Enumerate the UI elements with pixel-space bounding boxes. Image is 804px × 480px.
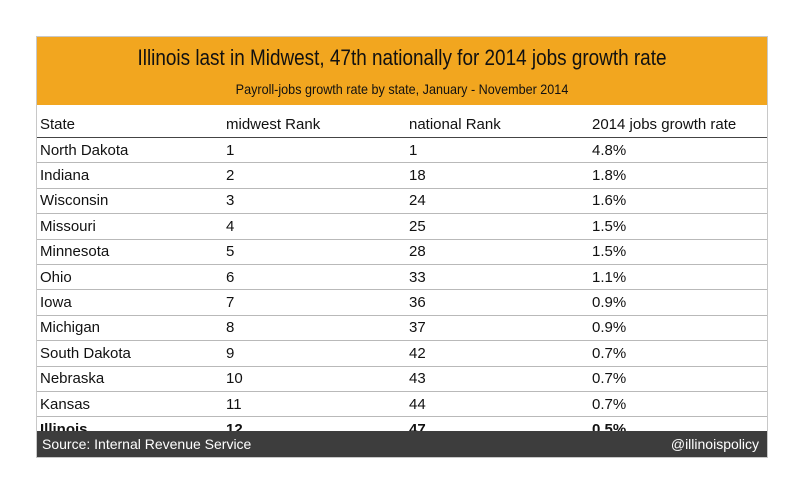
state-cell: Indiana bbox=[37, 162, 223, 189]
data-table: State midwest Rank national Rank 2014 jo… bbox=[37, 111, 767, 442]
national-rank-cell: 44 bbox=[406, 391, 589, 418]
table-row: Michigan 8 37 0.9% bbox=[37, 315, 767, 342]
growth-rate-cell: 1.5% bbox=[589, 239, 767, 265]
national-rank-cell: 36 bbox=[406, 289, 589, 316]
growth-rate-cell: 0.9% bbox=[589, 315, 767, 342]
chart-title: Illinois last in Midwest, 47th nationall… bbox=[137, 45, 667, 70]
growth-rate-cell: 4.8% bbox=[589, 137, 767, 164]
national-rank-cell: 1 bbox=[406, 137, 589, 164]
table-row: Minnesota 5 28 1.5% bbox=[37, 239, 767, 265]
midwest-rank-cell: 1 bbox=[223, 137, 406, 164]
title-banner: Illinois last in Midwest, 47th nationall… bbox=[37, 37, 767, 105]
chart-card: Illinois last in Midwest, 47th nationall… bbox=[36, 36, 768, 458]
midwest-rank-cell: 8 bbox=[223, 315, 406, 342]
growth-rate-cell: 1.6% bbox=[589, 188, 767, 215]
state-cell: Michigan bbox=[37, 315, 223, 342]
table-body: North Dakota 1 1 4.8% Indiana 2 18 1.8% Wisconsi… bbox=[37, 137, 767, 442]
midwest-rank-cell: 5 bbox=[223, 239, 406, 265]
national-rank-cell: 43 bbox=[406, 366, 589, 392]
growth-rate-cell: 1.1% bbox=[589, 264, 767, 291]
credit-handle: @illinoispolicy bbox=[670, 436, 759, 452]
table-row: Iowa 7 36 0.9% bbox=[37, 289, 767, 316]
state-cell: Ohio bbox=[37, 264, 223, 291]
midwest-rank-cell: 10 bbox=[223, 366, 406, 392]
state-cell: Iowa bbox=[37, 289, 223, 316]
national-rank-cell: 42 bbox=[406, 340, 589, 367]
midwest-rank-cell: 2 bbox=[223, 162, 406, 189]
national-rank-cell: 18 bbox=[406, 162, 589, 189]
midwest-rank-cell: 11 bbox=[223, 391, 406, 418]
growth-rate-cell: 0.7% bbox=[589, 391, 767, 418]
column-header-midwest-rank: midwest Rank bbox=[223, 111, 406, 138]
state-cell: Wisconsin bbox=[37, 188, 223, 215]
state-cell: Missouri bbox=[37, 213, 223, 240]
table-row: Indiana 2 18 1.8% bbox=[37, 162, 767, 189]
column-header-national-rank: national Rank bbox=[406, 111, 589, 138]
growth-rate-cell: 1.5% bbox=[589, 213, 767, 240]
table-row: Wisconsin 3 24 1.6% bbox=[37, 188, 767, 215]
national-rank-cell: 28 bbox=[406, 239, 589, 265]
midwest-rank-cell: 9 bbox=[223, 340, 406, 367]
national-rank-cell: 24 bbox=[406, 188, 589, 215]
column-header-state: State bbox=[37, 111, 223, 138]
table-row: Ohio 6 33 1.1% bbox=[37, 264, 767, 291]
national-rank-cell: 37 bbox=[406, 315, 589, 342]
state-cell: Minnesota bbox=[37, 239, 223, 265]
column-header-growth-rate: 2014 jobs growth rate bbox=[589, 111, 767, 138]
table-row: Kansas 11 44 0.7% bbox=[37, 391, 767, 418]
footer-bar: Source: Internal Revenue Service @illino… bbox=[37, 431, 767, 457]
state-cell: South Dakota bbox=[37, 340, 223, 367]
header-row: State midwest Rank national Rank 2014 jo… bbox=[37, 111, 767, 138]
source-note: Source: Internal Revenue Service bbox=[42, 436, 252, 452]
table-row: Nebraska 10 43 0.7% bbox=[37, 366, 767, 392]
state-cell: North Dakota bbox=[37, 137, 223, 164]
growth-rate-cell: 0.7% bbox=[589, 340, 767, 367]
midwest-rank-cell: 7 bbox=[223, 289, 406, 316]
national-rank-cell: 25 bbox=[406, 213, 589, 240]
chart-subtitle: Payroll-jobs growth rate by state, Janua… bbox=[235, 81, 569, 97]
national-rank-cell: 33 bbox=[406, 264, 589, 291]
growth-rate-cell: 0.9% bbox=[589, 289, 767, 316]
state-cell: Nebraska bbox=[37, 366, 223, 392]
table-row: Missouri 4 25 1.5% bbox=[37, 213, 767, 240]
table-row: South Dakota 9 42 0.7% bbox=[37, 340, 767, 367]
midwest-rank-cell: 6 bbox=[223, 264, 406, 291]
table-row: North Dakota 1 1 4.8% bbox=[37, 137, 767, 164]
growth-rate-cell: 0.7% bbox=[589, 366, 767, 392]
growth-rate-cell: 1.8% bbox=[589, 162, 767, 189]
state-cell: Kansas bbox=[37, 391, 223, 418]
midwest-rank-cell: 4 bbox=[223, 213, 406, 240]
midwest-rank-cell: 3 bbox=[223, 188, 406, 215]
